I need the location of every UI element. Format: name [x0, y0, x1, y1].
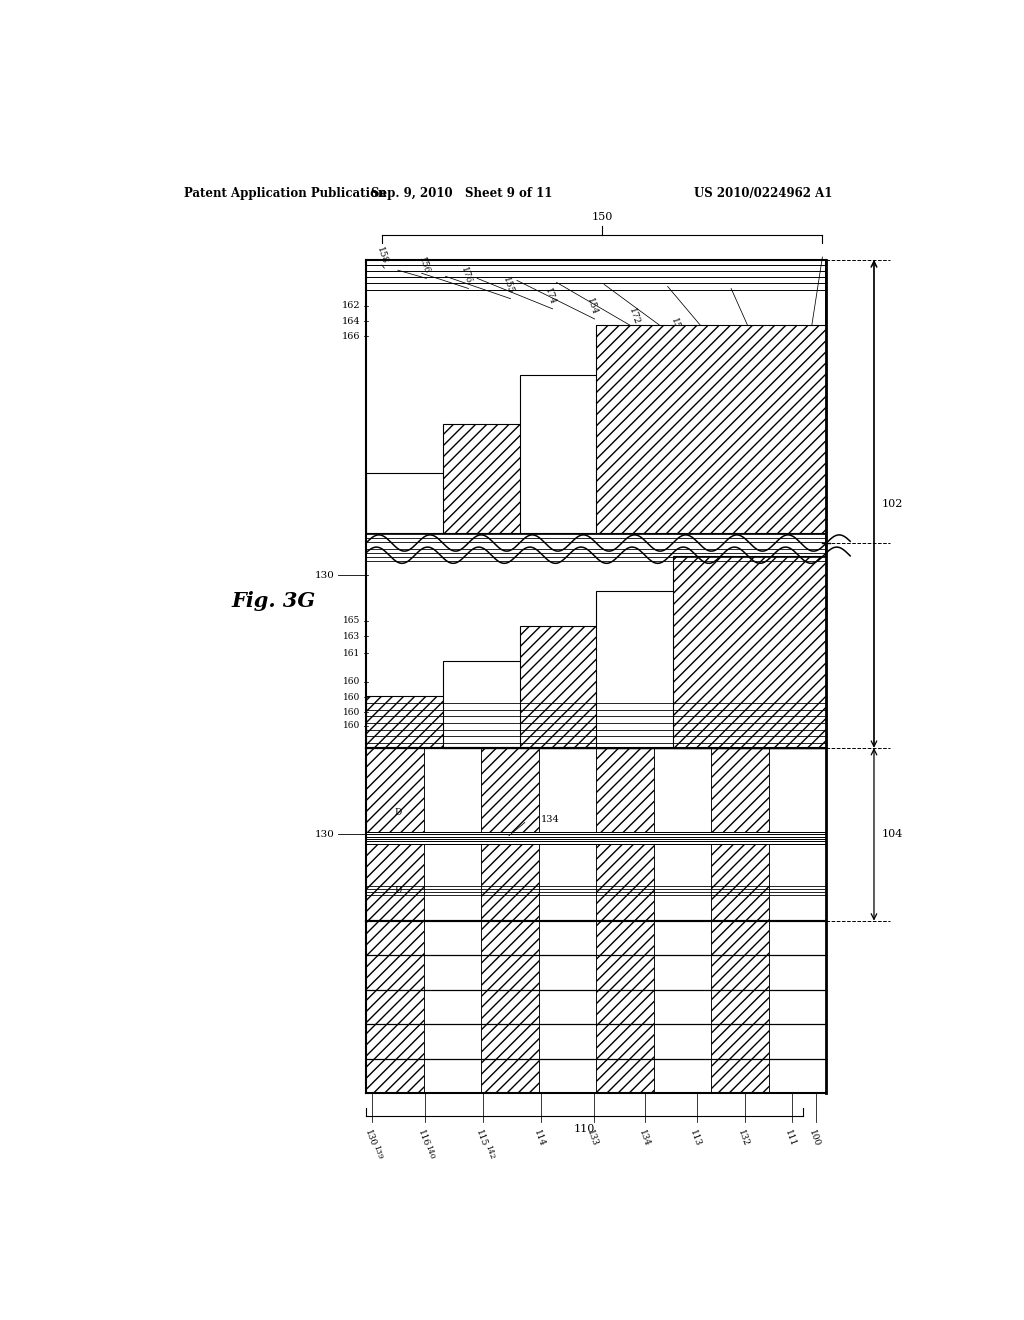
Bar	[481, 843, 539, 921]
Bar	[712, 921, 769, 1093]
Text: 104: 104	[882, 829, 903, 840]
Bar	[442, 424, 826, 533]
Bar	[769, 843, 826, 921]
Bar	[712, 843, 769, 921]
Bar	[519, 375, 826, 533]
Bar	[367, 748, 424, 832]
Text: 172: 172	[628, 308, 641, 326]
Text: 155: 155	[501, 276, 515, 296]
Bar	[367, 748, 826, 832]
Text: 132: 132	[736, 1129, 751, 1148]
Bar	[653, 843, 712, 921]
Text: 176: 176	[459, 267, 473, 285]
Bar	[481, 921, 539, 1093]
Text: 166: 166	[342, 331, 360, 341]
Text: D: D	[394, 808, 401, 817]
Bar	[653, 748, 712, 832]
Bar	[367, 921, 826, 1093]
Bar	[539, 921, 596, 1093]
Bar	[367, 260, 826, 748]
Bar	[442, 661, 826, 748]
Text: 130: 130	[314, 830, 334, 838]
Text: 160: 160	[343, 677, 360, 686]
Text: 154: 154	[586, 297, 599, 315]
Bar	[519, 627, 826, 748]
Text: D: D	[394, 886, 401, 895]
Text: 139: 139	[372, 1144, 384, 1160]
Text: 133: 133	[585, 1129, 599, 1148]
Bar	[424, 748, 481, 832]
Bar	[596, 843, 653, 921]
Text: 100: 100	[807, 1129, 821, 1148]
Text: 150: 150	[592, 213, 612, 223]
Text: 174: 174	[544, 286, 557, 306]
Bar	[673, 556, 826, 748]
Bar	[367, 474, 826, 533]
Text: 160: 160	[343, 721, 360, 730]
Bar	[367, 697, 826, 748]
Text: 163: 163	[343, 631, 360, 640]
Text: Sep. 9, 2010   Sheet 9 of 11: Sep. 9, 2010 Sheet 9 of 11	[371, 187, 552, 201]
Text: 115: 115	[474, 1129, 488, 1148]
Bar	[539, 748, 596, 832]
Text: 110: 110	[573, 1125, 595, 1134]
Text: Fig. 3G: Fig. 3G	[231, 590, 315, 611]
Text: 140: 140	[423, 1144, 436, 1160]
Bar	[596, 591, 826, 748]
Bar	[424, 921, 481, 1093]
Text: 102: 102	[882, 499, 903, 510]
Text: 161: 161	[343, 649, 360, 657]
Bar	[769, 748, 826, 832]
Text: 153: 153	[670, 317, 683, 337]
Text: 158: 158	[375, 246, 389, 265]
Bar	[596, 921, 653, 1093]
Text: 100: 100	[796, 347, 810, 367]
Bar	[769, 921, 826, 1093]
Bar	[596, 325, 826, 533]
Text: 158: 158	[549, 688, 567, 697]
Text: 114: 114	[531, 1129, 546, 1148]
Text: US 2010/0224962 A1: US 2010/0224962 A1	[693, 187, 833, 201]
Text: 151: 151	[754, 338, 767, 356]
Bar	[424, 843, 481, 921]
Text: 165: 165	[343, 616, 360, 626]
Text: 160: 160	[343, 708, 360, 717]
Text: 160: 160	[343, 693, 360, 702]
Bar	[367, 843, 424, 921]
Text: 156: 156	[417, 256, 431, 276]
Text: 152: 152	[712, 327, 725, 346]
Text: 134: 134	[541, 814, 559, 824]
Bar	[712, 748, 769, 832]
Bar	[367, 921, 424, 1093]
Text: 142: 142	[483, 1144, 496, 1160]
Text: 111: 111	[783, 1129, 798, 1148]
Bar	[653, 921, 712, 1093]
Text: 130: 130	[314, 570, 334, 579]
Text: 164: 164	[342, 317, 360, 326]
Text: 134: 134	[637, 1129, 651, 1148]
Text: 130: 130	[362, 1129, 377, 1148]
Bar	[367, 843, 826, 921]
Bar	[481, 748, 539, 832]
Text: 116: 116	[416, 1129, 430, 1148]
Text: 162: 162	[342, 301, 360, 310]
Text: Patent Application Publication: Patent Application Publication	[183, 187, 386, 201]
Bar	[596, 748, 653, 832]
Bar	[539, 843, 596, 921]
Text: 113: 113	[688, 1129, 702, 1148]
